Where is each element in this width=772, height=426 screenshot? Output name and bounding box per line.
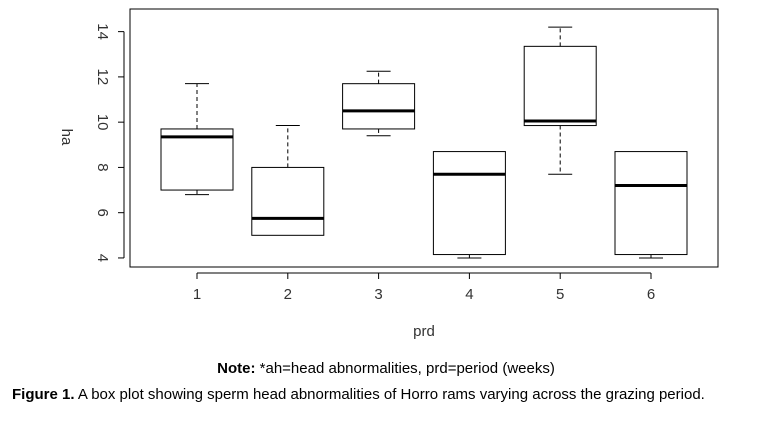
y-tick-label: 10	[94, 114, 111, 131]
x-tick-label: 2	[284, 286, 292, 303]
x-tick-label: 1	[193, 286, 201, 303]
x-axis-label: prd	[413, 323, 435, 340]
note-label: Note:	[217, 360, 256, 377]
y-tick-label: 14	[94, 23, 111, 40]
iqr-box	[523, 45, 597, 127]
iqr-box	[251, 166, 325, 236]
box-6	[614, 151, 688, 259]
plot-frame	[129, 8, 719, 268]
x-tick-label: 4	[465, 286, 473, 303]
box-1	[160, 83, 234, 196]
x-tick-label: 3	[374, 286, 382, 303]
iqr-box	[432, 151, 506, 256]
y-tick-label: 8	[94, 163, 111, 171]
box-2	[251, 125, 325, 236]
y-tick-label: 4	[94, 254, 111, 262]
y-tick-label: 12	[94, 69, 111, 86]
caption-label: Figure 1.	[12, 386, 75, 403]
box-4	[432, 151, 506, 259]
y-tick-label: 6	[94, 209, 111, 217]
x-tick-label: 5	[556, 286, 564, 303]
iqr-box	[342, 83, 416, 130]
chart-note: Note: *ah=head abnormalities, prd=period…	[0, 360, 772, 377]
y-axis: 4 6 8 10 12 14	[94, 23, 125, 262]
x-tick-label: 6	[647, 286, 655, 303]
note-text: *ah=head abnormalities, prd=period (week…	[255, 360, 555, 377]
figure-caption: Figure 1. A box plot showing sperm head …	[12, 386, 772, 403]
iqr-box	[160, 128, 234, 191]
box-3	[342, 70, 416, 137]
iqr-box	[614, 151, 688, 256]
x-axis: 1 2 3 4 5 6	[193, 272, 655, 303]
y-axis-label: ha	[58, 129, 75, 146]
boxes-group	[160, 26, 688, 259]
caption-text: A box plot showing sperm head abnormalit…	[74, 386, 705, 403]
box-5	[523, 26, 597, 175]
